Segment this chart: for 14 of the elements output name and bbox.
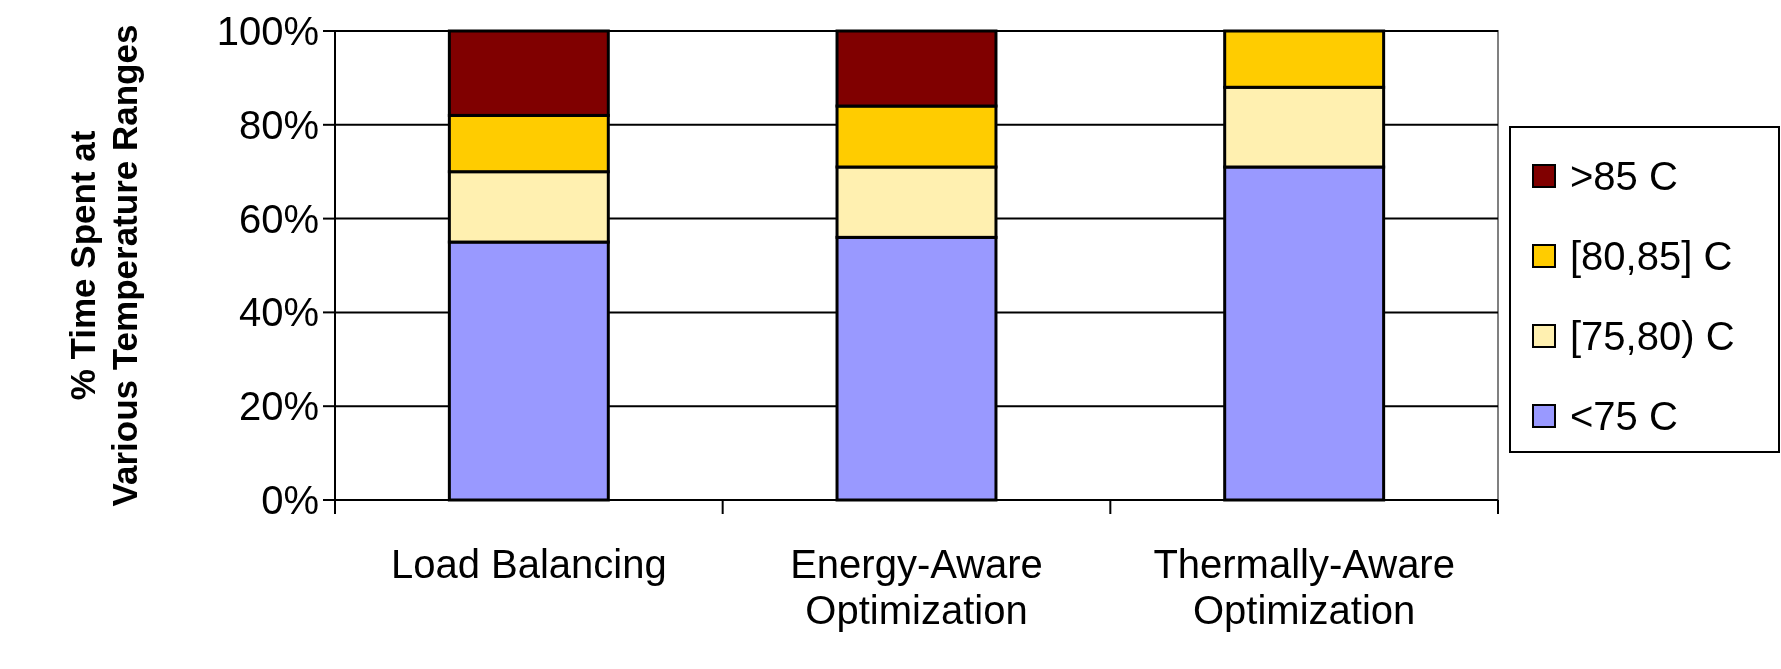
y-tick-label: 40% xyxy=(238,290,319,335)
legend-label: [80,85] C xyxy=(1570,234,1733,278)
y-tick-label: 60% xyxy=(238,196,319,241)
legend-label: <75 C xyxy=(1570,394,1678,438)
y-tick-label: 20% xyxy=(238,384,319,429)
y-tick-label: 100% xyxy=(216,9,319,53)
legend-label: >85 C xyxy=(1570,154,1678,198)
y-axis-title: % Time Spent at Various Temperature Ranges xyxy=(63,24,144,507)
y-tick-label: 0% xyxy=(261,478,319,522)
y-tick-label: 80% xyxy=(238,102,319,147)
x-tick-label: Load Balancing xyxy=(390,542,667,586)
x-tick-label: Energy-Aware Optimization xyxy=(790,542,1043,632)
x-tick-label: Thermally-Aware Optimization xyxy=(1153,542,1455,632)
legend-label: [75,80) C xyxy=(1570,314,1735,358)
